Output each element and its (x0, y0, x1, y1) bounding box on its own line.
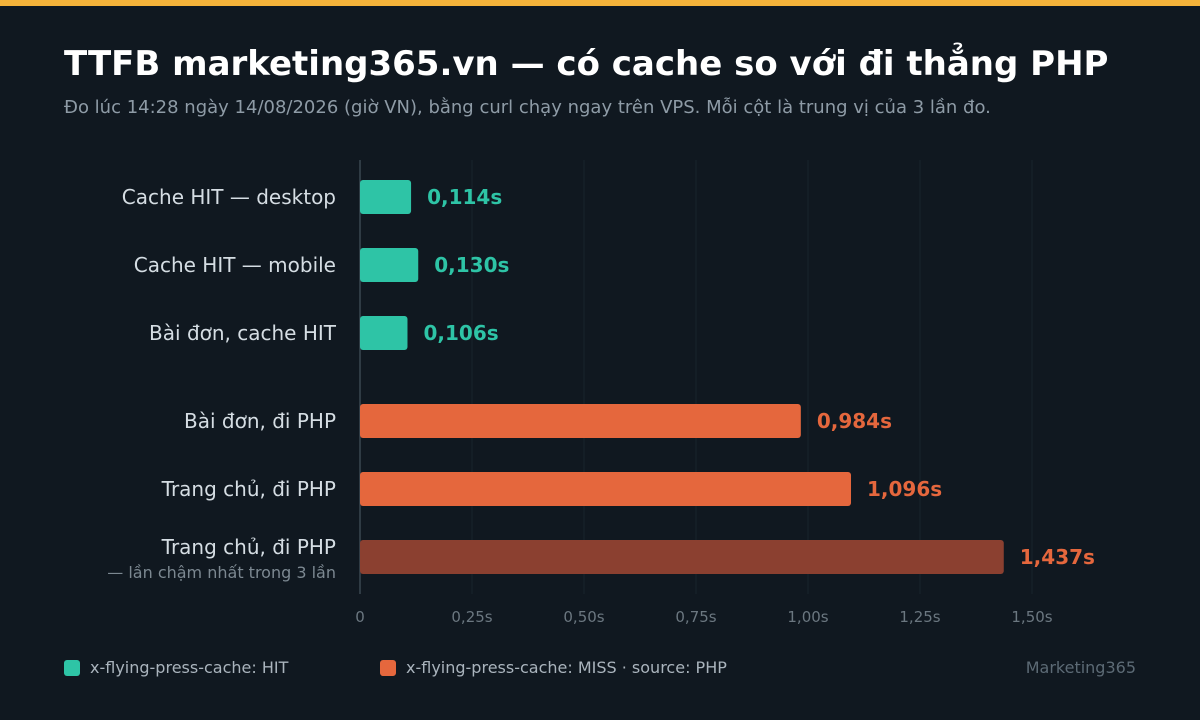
bar-value-label: 1,096s (867, 477, 942, 501)
legend-item-hit: x-flying-press-cache: HIT (64, 658, 288, 677)
bar (360, 316, 408, 350)
top-accent-bar (0, 0, 1200, 6)
category-label: Bài đơn, cache HIT (149, 321, 337, 345)
bar-value-label: 1,437s (1020, 545, 1095, 569)
bar-value-label: 0,106s (423, 321, 498, 345)
x-tick-label: 0,25s (451, 608, 492, 626)
bar-value-label: 0,114s (427, 185, 502, 209)
bar (360, 248, 419, 282)
x-tick-label: 0 (355, 608, 365, 626)
x-tick-label: 0,50s (563, 608, 604, 626)
x-tick-label: 0,75s (675, 608, 716, 626)
category-label: Cache HIT — mobile (134, 253, 336, 277)
page-title: TTFB marketing365.vn — có cache so với đ… (64, 44, 1109, 84)
legend-swatch-hit (64, 659, 80, 676)
category-label: Cache HIT — desktop (122, 185, 336, 209)
bar (360, 472, 852, 506)
page-subtitle: Đo lúc 14:28 ngày 14/08/2026 (giờ VN), b… (64, 97, 991, 118)
legend-label-miss: x-flying-press-cache: MISS · source: PHP (406, 658, 727, 677)
category-label: Bài đơn, đi PHP (184, 409, 336, 433)
x-tick-label: 1,50s (1011, 608, 1052, 626)
x-tick-label: 1,00s (787, 608, 828, 626)
bar-value-label: 0,984s (817, 409, 892, 433)
x-tick-label: 1,25s (899, 608, 940, 626)
legend-item-miss: x-flying-press-cache: MISS · source: PHP (380, 658, 727, 677)
category-note: — lần chậm nhất trong 3 lần (107, 563, 336, 582)
bar (360, 404, 801, 438)
legend-label-hit: x-flying-press-cache: HIT (90, 658, 289, 677)
bar (360, 540, 1004, 574)
brand-label: Marketing365 (1025, 658, 1136, 677)
bar (360, 180, 412, 214)
legend-swatch-miss (380, 659, 396, 676)
category-label: Trang chủ, đi PHP (161, 535, 336, 559)
category-label: Trang chủ, đi PHP (161, 477, 336, 501)
ttfb-bar-chart: 0 0,25s 0,50s 0,75s 1,00s 1,25s 1,50s 0,114s Cac… (107, 160, 1095, 626)
bar-value-label: 0,130s (434, 253, 509, 277)
